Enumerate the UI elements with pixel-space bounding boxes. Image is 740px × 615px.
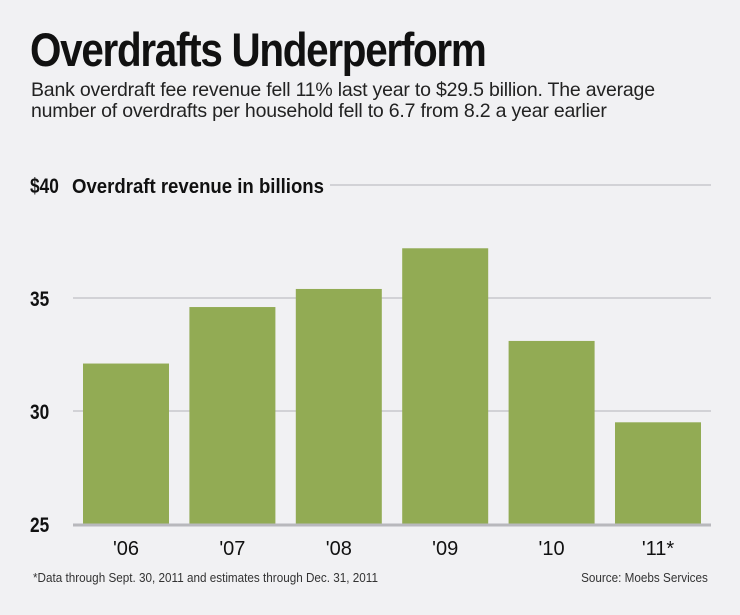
x-tick-label: '06	[113, 538, 139, 560]
bar-06	[83, 363, 169, 524]
gridlines	[73, 184, 711, 412]
chart-subtitle: Bank overdraft fee revenue fell 11% last…	[31, 79, 655, 122]
y-tick-label: 30	[30, 401, 49, 424]
chart-title: Overdrafts Underperform	[30, 23, 487, 76]
y-tick-label: $40	[30, 175, 59, 198]
y-tick-label: 25	[30, 514, 49, 537]
x-tick-label: '09	[432, 538, 458, 560]
x-axis-labels: '06 '07 '08 '09 '10 '11*	[113, 538, 674, 560]
y-axis-title: Overdraft revenue in billions	[72, 176, 324, 198]
bar-07	[189, 307, 276, 524]
source-note: Source: Moebs Services	[581, 570, 708, 585]
footnote: *Data through Sept. 30, 2011 and estimat…	[33, 570, 378, 585]
y-axis-labels: 25 30 35 $40 Overdraft revenue in billions	[30, 175, 324, 537]
bar-09	[402, 248, 489, 524]
x-tick-label: '07	[219, 538, 245, 560]
y-tick-label: 35	[30, 288, 49, 311]
x-tick-label: '08	[326, 538, 352, 560]
bar-11	[615, 422, 701, 524]
bars	[83, 248, 701, 524]
bar-10	[508, 340, 595, 524]
bar-08	[295, 288, 382, 524]
x-tick-label: '10	[539, 538, 565, 560]
x-tick-label: '11*	[642, 538, 675, 560]
